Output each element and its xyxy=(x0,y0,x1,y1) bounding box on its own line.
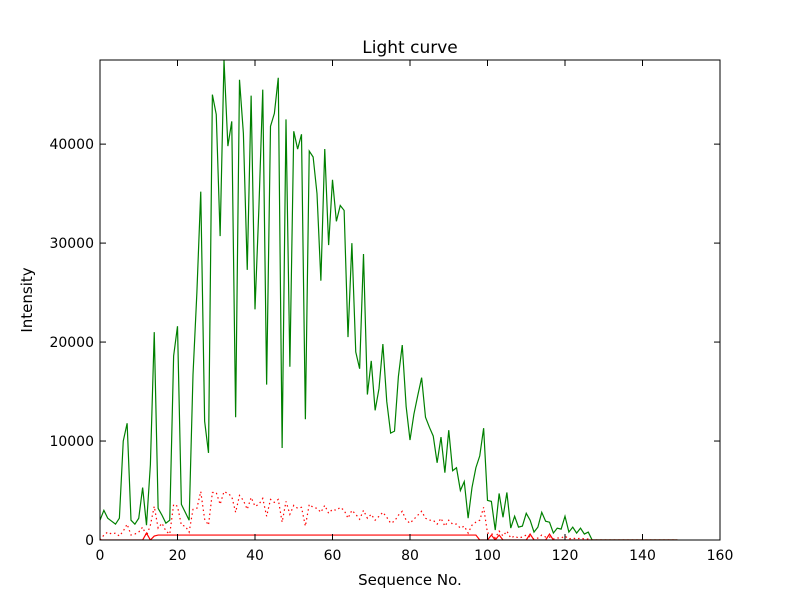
x-tick-label: 160 xyxy=(707,548,734,564)
series-line-1 xyxy=(100,59,678,540)
plot-frame xyxy=(99,59,721,541)
x-axis-title: Sequence No. xyxy=(358,571,462,589)
series-line-3 xyxy=(100,531,678,540)
x-tick-label: 80 xyxy=(401,548,419,564)
x-tick-label: 20 xyxy=(169,548,187,564)
y-tick-label: 0 xyxy=(85,533,94,549)
y-axis-ticks: 0 10000 20000 30000 40000 xyxy=(49,137,720,549)
x-tick-label: 60 xyxy=(324,548,342,564)
x-tick-label: 100 xyxy=(474,548,501,564)
chart-title: Light curve xyxy=(362,38,457,58)
x-axis-ticks: 0 20 40 60 80 100 120 140 160 xyxy=(96,60,734,564)
x-tick-label: 140 xyxy=(629,548,656,564)
x-tick-label: 40 xyxy=(246,548,264,564)
y-tick-label: 20000 xyxy=(49,335,94,351)
y-tick-label: 10000 xyxy=(49,434,94,450)
x-tick-label: 0 xyxy=(96,548,105,564)
y-tick-label: 30000 xyxy=(49,236,94,252)
y-tick-label: 40000 xyxy=(49,137,94,153)
x-tick-label: 120 xyxy=(552,548,579,564)
plot-lines xyxy=(100,59,678,540)
y-axis-title: Intensity xyxy=(18,267,36,332)
